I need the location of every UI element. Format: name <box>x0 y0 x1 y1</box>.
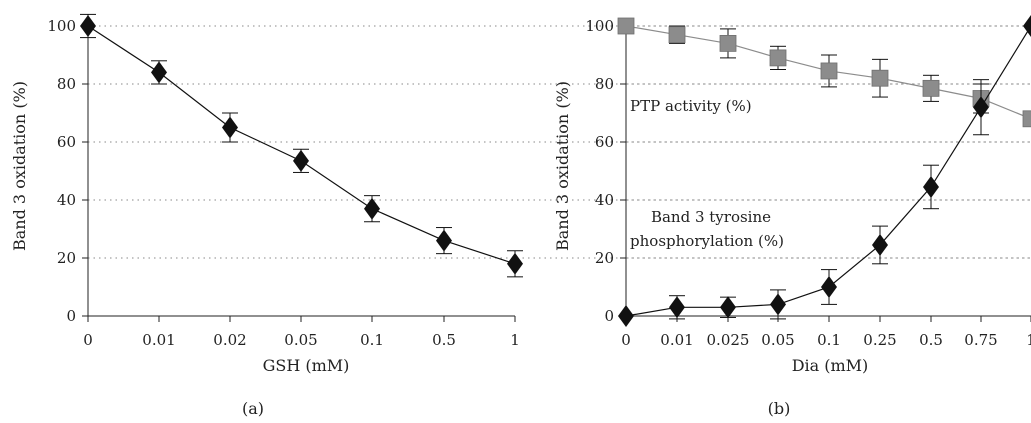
panel-b-x-tick-label-3: 0.05 <box>761 331 794 349</box>
panel-a-y-tick-label-100: 100 <box>47 17 76 35</box>
panel-b-series-0-point-5 <box>871 69 889 87</box>
panel-a-series-0-point-1 <box>151 61 167 84</box>
panel-b-x-tick-label-4: 0.1 <box>817 331 841 349</box>
panel-b-series-0-point-2 <box>719 35 737 52</box>
panel-b-x-tick-label-6: 0.5 <box>919 331 943 349</box>
panel-b-x-tick-label-2: 0.025 <box>707 331 750 349</box>
panel-b-series-0-point-0 <box>617 17 635 35</box>
panel-b-series <box>617 15 1031 327</box>
panel-a-series-0-point-3 <box>293 149 309 172</box>
panel-a-x-tick-label-3: 0.05 <box>284 331 317 349</box>
panel-b-chart: 0 20 40 60 80 100 0 0.01 0.025 0.05 0.1 0.25 0.5 0.75… <box>553 15 1031 418</box>
panel-b-y-axis-label: Band 3 oxidation (%) <box>553 81 572 251</box>
panel-a-x-tick-label-0: 0 <box>83 331 93 349</box>
panel-a-x-tick-label-6: 1 <box>510 331 520 349</box>
panel-a-axes <box>82 24 516 322</box>
panel-b-series-1-point-0 <box>618 305 634 327</box>
panel-a-y-tick-label-20: 20 <box>57 249 76 267</box>
panel-a-y-tick-label-80: 80 <box>57 75 76 93</box>
panel-a-x-tick-label-4: 0.1 <box>360 331 384 349</box>
panel-a-y-axis-label: Band 3 oxidation (%) <box>10 81 29 251</box>
panel-a-series-0-point-2 <box>222 116 238 139</box>
panel-b-series-1-point-4 <box>821 276 837 298</box>
panel-b-series-1-point-5 <box>872 233 888 256</box>
band3-phosphorylation-label-line2: phosphorylation (%) <box>630 232 784 250</box>
panel-b-series-1-point-3 <box>770 293 786 316</box>
panel-a-y-tick-label-0: 0 <box>66 307 76 325</box>
panel-b-y-tick-label-80: 80 <box>595 75 614 93</box>
panel-b-series-1-point-8 <box>1023 15 1031 37</box>
panel-b-x-axis-label: Dia (mM) <box>792 356 869 375</box>
panel-a-x-tick-label-5: 0.5 <box>432 331 456 349</box>
panel-a-series-0-point-6 <box>507 252 523 275</box>
panel-b-y-tick-label-100: 100 <box>585 17 614 35</box>
panel-b-series-0-point-6 <box>922 79 940 97</box>
panel-a-series-0-point-0 <box>80 15 96 37</box>
panel-b-x-tick-label-1: 0.01 <box>660 331 693 349</box>
panel-a-x-tick-label-2: 0.02 <box>213 331 246 349</box>
panel-b-y-tick-label-20: 20 <box>595 249 614 267</box>
panel-b-series-0-point-4 <box>820 62 838 80</box>
panel-a-series-0-line <box>87 25 516 265</box>
panel-b-series-1-point-1 <box>669 296 685 319</box>
band3-phosphorylation-label-line1: Band 3 tyrosine <box>651 208 771 226</box>
panel-b-series-1-point-6 <box>923 175 939 198</box>
panel-b-caption: (b) <box>768 399 791 418</box>
panel-b-y-tick-label-60: 60 <box>595 133 614 151</box>
panel-b-gridlines <box>626 25 1031 259</box>
panel-b-series-0-point-1 <box>668 26 686 44</box>
panel-a-y-tick-label-40: 40 <box>57 191 76 209</box>
panel-b-x-tick-label-5: 0.25 <box>863 331 896 349</box>
panel-a-caption: (a) <box>242 399 264 418</box>
panel-b-y-tick-label-0: 0 <box>604 307 614 325</box>
panel-a-series-0-point-4 <box>364 197 380 220</box>
panel-a-x-axis-label: GSH (mM) <box>263 356 350 375</box>
panel-a-y-tick-label-60: 60 <box>57 133 76 151</box>
panel-b-tick-labels: 0 20 40 60 80 100 0 0.01 0.025 0.05 0.1 0.25 0.5 0.75… <box>585 17 1031 349</box>
panel-b-x-tick-label-7: 0.75 <box>964 331 997 349</box>
panel-a-tick-labels: 0 20 40 60 80 100 0 0.01 0.02 0.05 0.1 0.5 1 <box>47 17 519 349</box>
panel-b-series-1-point-2 <box>720 296 736 319</box>
panel-b-y-tick-label-40: 40 <box>595 191 614 209</box>
panel-a-series <box>80 13 523 278</box>
panel-b-series-0-point-8 <box>1022 110 1031 128</box>
panel-b-x-tick-label-0: 0 <box>621 331 631 349</box>
panel-a-series-0-point-5 <box>436 229 452 252</box>
panel-b-series-1-point-7 <box>973 96 989 119</box>
panel-b-x-tick-label-8: 1 <box>1026 331 1031 349</box>
panel-a-x-tick-label-1: 0.01 <box>142 331 175 349</box>
panel-b-series-0-point-3 <box>769 49 787 67</box>
ptp-activity-label: PTP activity (%) <box>630 97 752 115</box>
